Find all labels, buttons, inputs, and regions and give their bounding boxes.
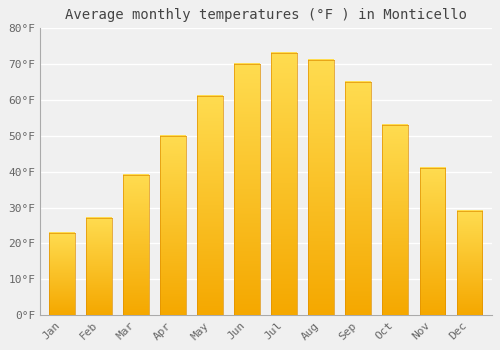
Title: Average monthly temperatures (°F ) in Monticello: Average monthly temperatures (°F ) in Mo… bbox=[65, 8, 467, 22]
